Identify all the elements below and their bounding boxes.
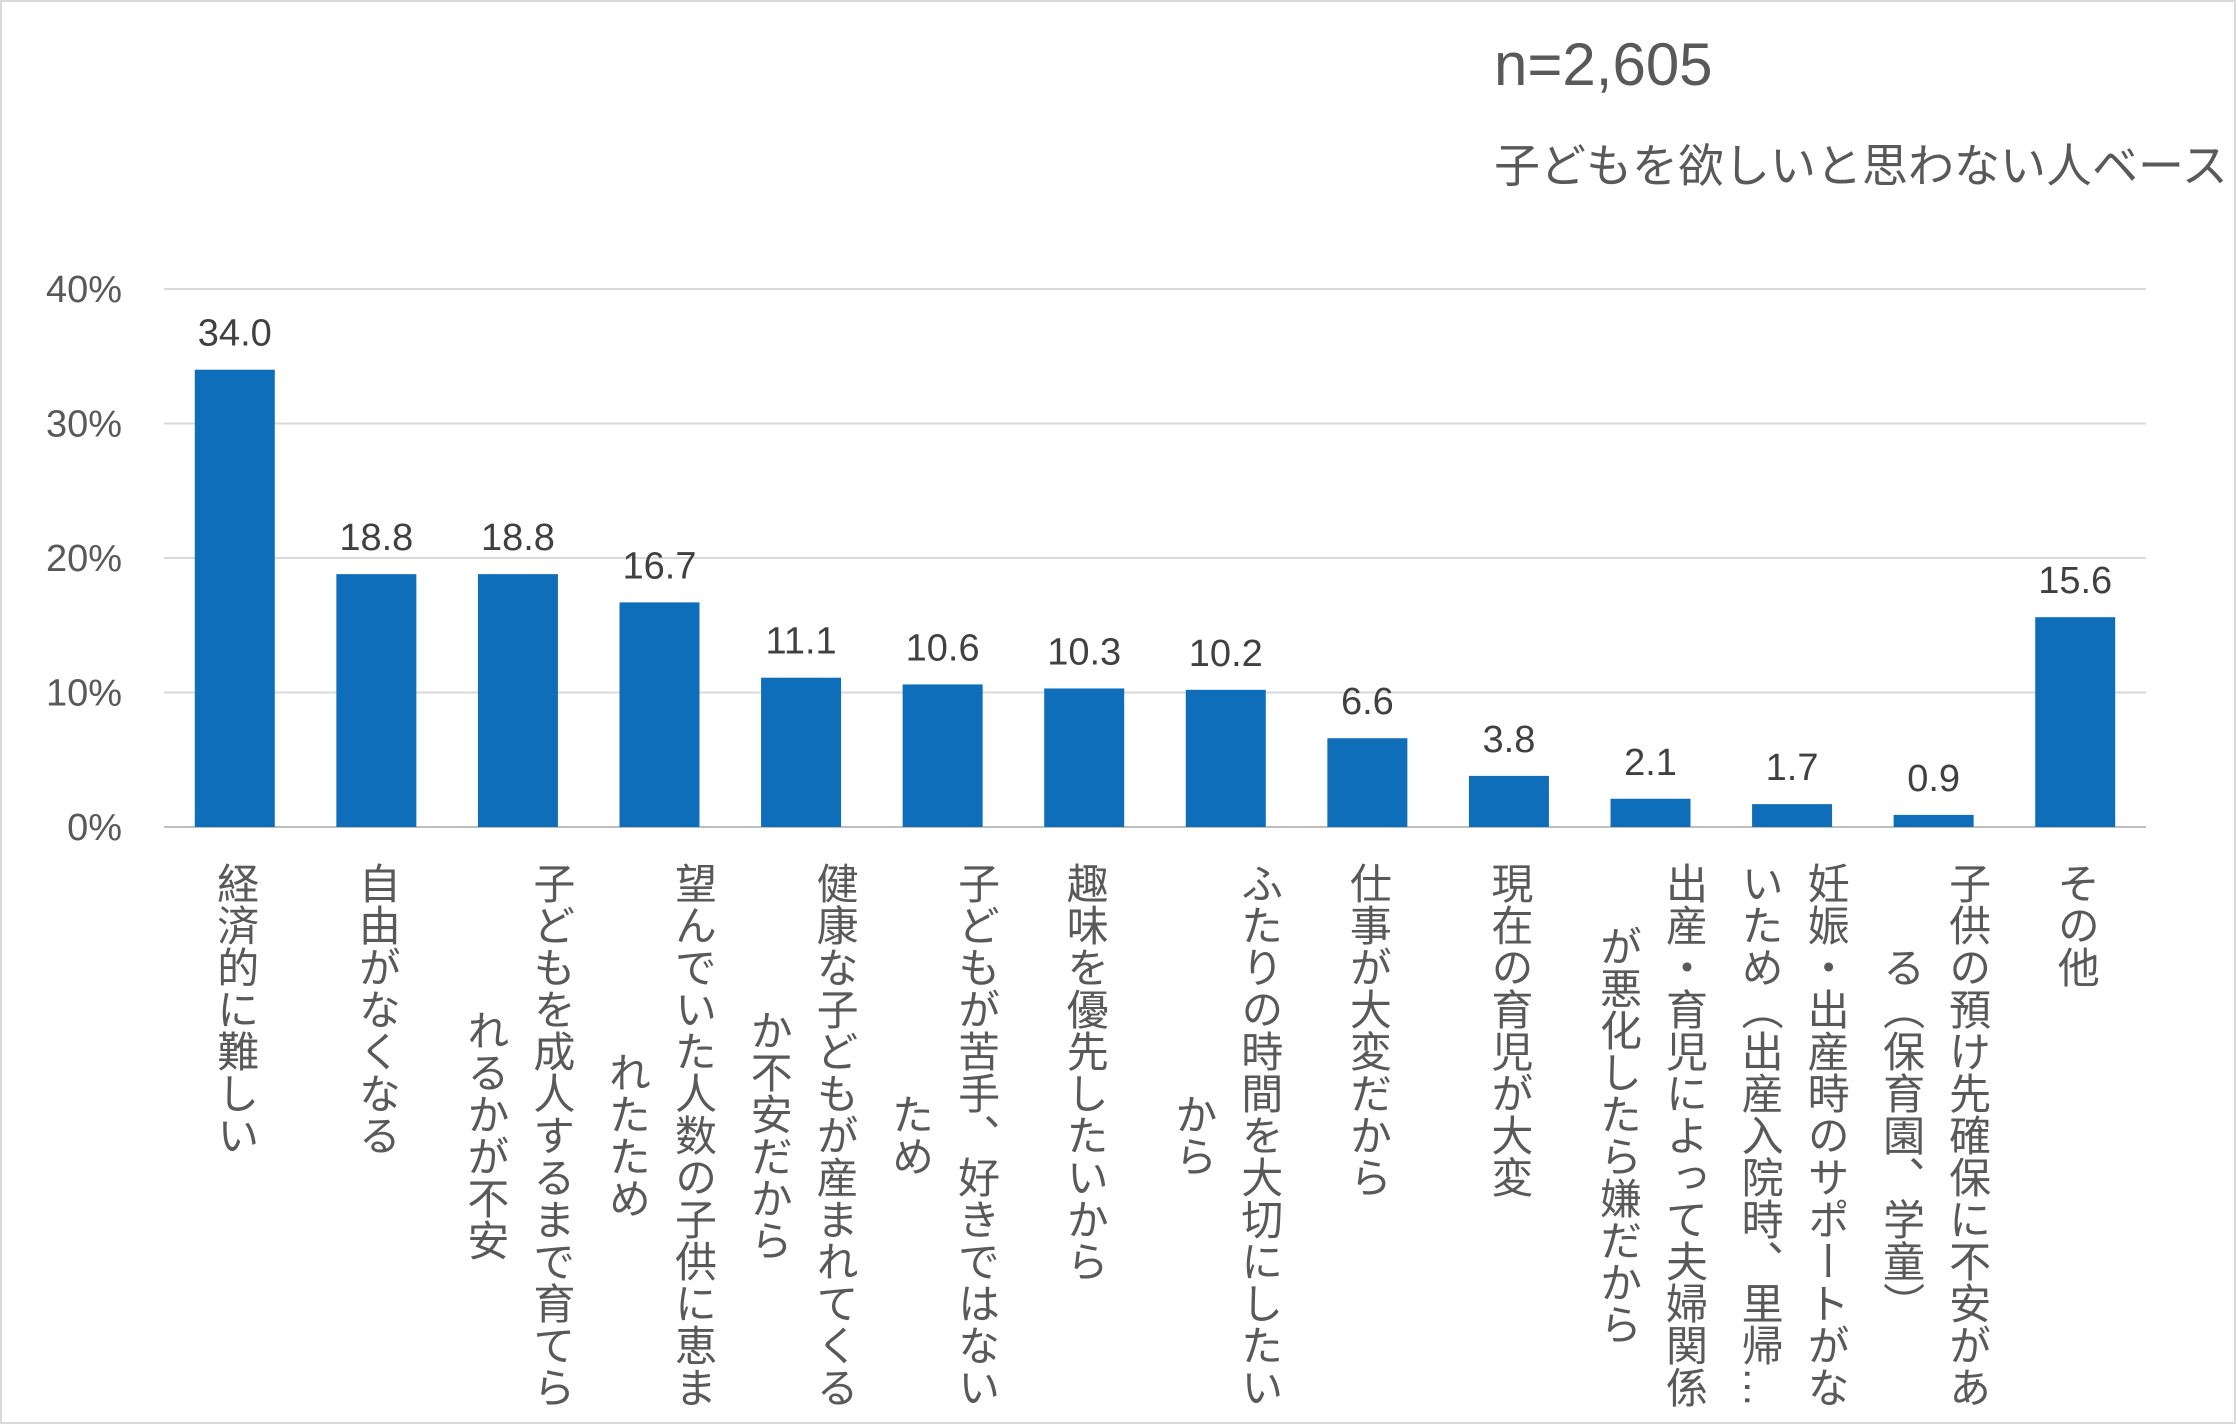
data-label: 11.1 bbox=[766, 621, 837, 663]
bar bbox=[1044, 688, 1125, 827]
x-category-label: 仕事が大変だから bbox=[1334, 862, 1400, 1198]
bar bbox=[1752, 804, 1833, 827]
x-category-label-line: 出産・育児によって夫婦関係 bbox=[1660, 862, 1708, 1408]
data-label: 0.9 bbox=[1907, 758, 1960, 800]
sample-size-label: n=2,605 bbox=[1494, 31, 1713, 98]
data-label: 10.2 bbox=[1189, 633, 1263, 675]
x-category-label-line: れるかが不安 bbox=[461, 1009, 509, 1261]
x-category-label-line: れたため bbox=[603, 1051, 651, 1219]
x-category-label: 趣味を優先したいから bbox=[1051, 862, 1117, 1282]
x-category-label: 子供の預け先確保に不安があ る（保育園、学童） bbox=[1868, 862, 2000, 1408]
x-category-label-line: 経済的に難しい bbox=[211, 862, 259, 1156]
data-label: 2.1 bbox=[1624, 742, 1677, 784]
data-label: 16.7 bbox=[623, 545, 697, 587]
y-tick-label: 40% bbox=[46, 269, 122, 311]
data-label: 15.6 bbox=[2038, 560, 2112, 602]
bar bbox=[619, 602, 700, 827]
x-category-label: ふたりの時間を大切にしたい から bbox=[1160, 862, 1292, 1408]
x-category-label: 経済的に難しい bbox=[202, 862, 268, 1156]
x-category-label-line: ふたりの時間を大切にしたい bbox=[1235, 862, 1283, 1408]
bar bbox=[1185, 689, 1266, 827]
data-label: 18.8 bbox=[339, 517, 413, 559]
x-category-label-line: 望んでいた人数の子供に恵ま bbox=[669, 862, 717, 1408]
x-category-label-line: から bbox=[1169, 1093, 1217, 1177]
bar bbox=[194, 369, 275, 827]
base-description-label: 子どもを欲しいと思わない人ベース bbox=[1494, 140, 2228, 192]
data-label: 18.8 bbox=[481, 517, 555, 559]
data-label: 1.7 bbox=[1766, 747, 1819, 789]
x-category-label-line: か不安だから bbox=[745, 1009, 793, 1261]
x-category-label-line: る（保育園、学童） bbox=[1877, 946, 1925, 1324]
x-category-label-line: いため（出産入院時、里帰… bbox=[1736, 862, 1784, 1408]
x-category-label: その他 bbox=[2042, 862, 2108, 988]
x-category-label-line: 趣味を優先したいから bbox=[1061, 862, 1109, 1282]
bar bbox=[336, 574, 417, 827]
bar bbox=[1327, 738, 1408, 827]
y-tick-label: 30% bbox=[46, 404, 122, 446]
x-category-label: 望んでいた人数の子供に恵ま れたため bbox=[594, 862, 726, 1408]
bar bbox=[761, 677, 842, 827]
x-category-label-line: 現在の育児が大変 bbox=[1485, 862, 1533, 1198]
x-category-label-line: 子供の預け先確保に不安があ bbox=[1943, 862, 1991, 1408]
x-category-label-line: が悪化したら嫌だから bbox=[1594, 925, 1642, 1345]
x-category-label-line: その他 bbox=[2052, 862, 2100, 988]
y-tick-label: 10% bbox=[46, 673, 122, 715]
x-category-label: 子どもを成人するまで育てら れるかが不安 bbox=[452, 862, 584, 1408]
bar bbox=[2035, 617, 2116, 827]
x-category-label: 自由がなくなる bbox=[343, 862, 409, 1156]
data-label: 6.6 bbox=[1341, 681, 1394, 723]
x-category-label-line: 自由がなくなる bbox=[353, 862, 401, 1156]
bar bbox=[1893, 814, 1974, 827]
data-label: 10.3 bbox=[1047, 631, 1121, 673]
x-category-label: 出産・育児によって夫婦関係 が悪化したら嫌だから bbox=[1585, 862, 1717, 1408]
x-category-label-line: 子どもを成人するまで育てら bbox=[527, 862, 575, 1408]
x-category-label-line: 妊娠・出産時のサポートがな bbox=[1802, 862, 1850, 1408]
x-category-label-line: 仕事が大変だから bbox=[1344, 862, 1392, 1198]
bar bbox=[1468, 775, 1549, 827]
x-category-label: 現在の育児が大変 bbox=[1476, 862, 1542, 1198]
bar bbox=[1610, 798, 1691, 827]
data-label: 3.8 bbox=[1483, 719, 1536, 761]
x-category-label: 妊娠・出産時のサポートがな いため（出産入院時、里帰… bbox=[1726, 862, 1858, 1408]
x-category-label: 子どもが苦手、好きではない ため bbox=[877, 862, 1009, 1408]
bar bbox=[477, 574, 558, 827]
data-label: 10.6 bbox=[906, 627, 980, 669]
y-tick-label: 20% bbox=[46, 538, 122, 580]
x-category-label-line: 子どもが苦手、好きではない bbox=[952, 862, 1000, 1408]
y-tick-label: 0% bbox=[67, 807, 122, 849]
data-label: 34.0 bbox=[198, 313, 272, 355]
bar bbox=[902, 684, 983, 827]
x-category-label-line: 健康な子どもが産まれてくる bbox=[811, 862, 859, 1408]
x-category-label-line: ため bbox=[886, 1093, 934, 1177]
x-category-label: 健康な子どもが産まれてくる か不安だから bbox=[735, 862, 867, 1408]
